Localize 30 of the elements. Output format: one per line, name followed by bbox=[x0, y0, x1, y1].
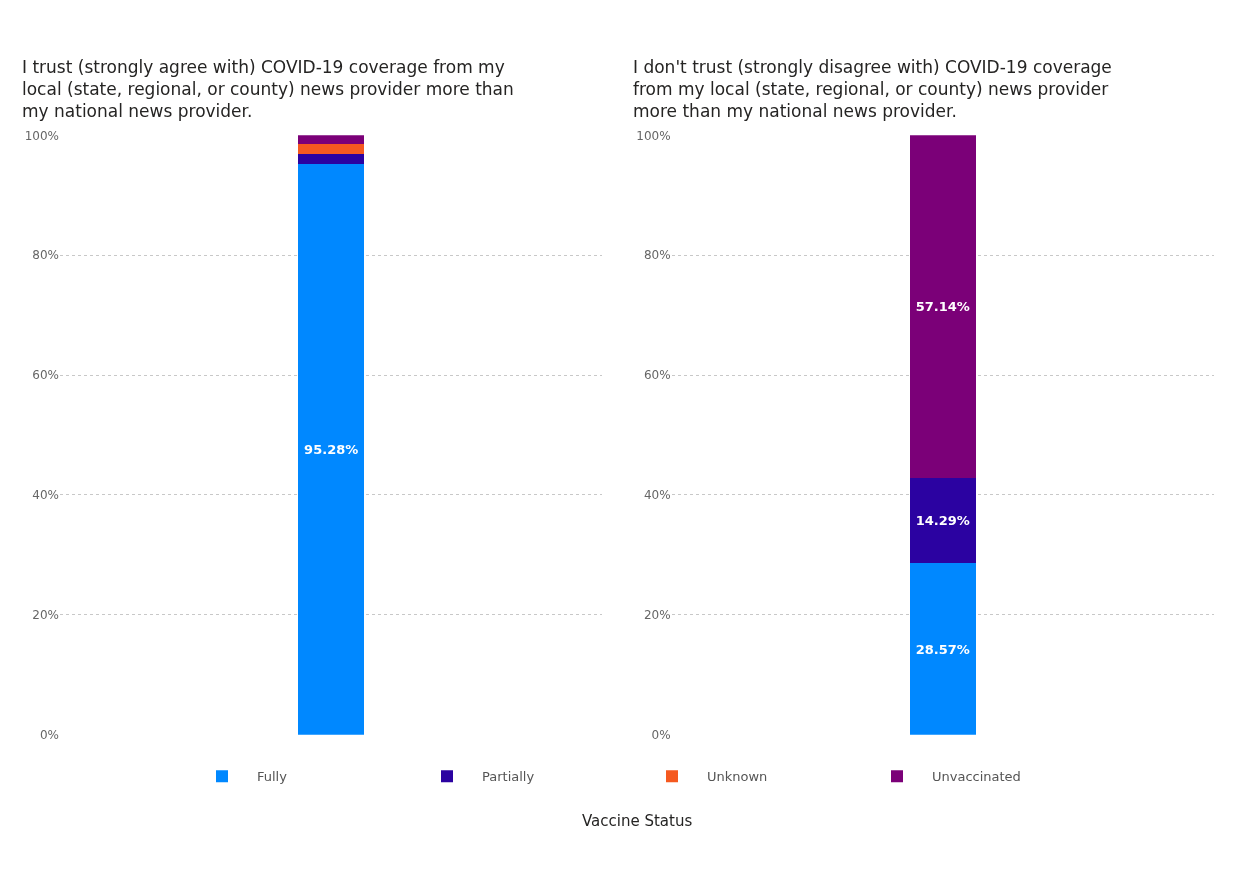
bar bbox=[298, 154, 364, 164]
bar bbox=[910, 135, 976, 478]
bar bbox=[298, 144, 364, 154]
y-tick-label: 60% bbox=[643, 368, 671, 383]
legend-label: Fully bbox=[257, 769, 288, 785]
legend-label: Partially bbox=[482, 769, 535, 785]
y-tick-label: 100% bbox=[636, 128, 671, 143]
y-tick-label: 0% bbox=[39, 727, 59, 742]
bar bbox=[910, 563, 976, 735]
chart-title: I don't trust (strongly disagree with) COVID-19 coverage from my local (state, regional, or county) news provider more than my national news provider. bbox=[633, 57, 1112, 122]
data-label: 14.29% bbox=[915, 513, 970, 529]
legend-label: Unvaccinated bbox=[932, 769, 1021, 785]
y-tick-label: 40% bbox=[32, 488, 59, 503]
y-tick-label: 60% bbox=[32, 368, 59, 383]
data-label: 28.57% bbox=[915, 641, 970, 657]
y-tick-label: 80% bbox=[643, 248, 671, 263]
chart-title: I trust (strongly agree with) COVID-19 coverage from my local (state, regional, or county) news provider more than my national news provider. bbox=[22, 57, 514, 122]
bar bbox=[298, 163, 364, 735]
y-tick-label: 20% bbox=[32, 608, 59, 623]
data-label: 95.28% bbox=[304, 441, 359, 457]
legend-label: Unknown bbox=[707, 769, 768, 785]
bar bbox=[298, 135, 364, 145]
y-tick-label: 0% bbox=[651, 727, 671, 742]
y-tick-label: 40% bbox=[643, 488, 671, 503]
y-tick-label: 100% bbox=[24, 128, 59, 143]
data-label: 57.14% bbox=[915, 299, 970, 315]
y-tick-label: 20% bbox=[643, 608, 671, 623]
bar bbox=[910, 477, 976, 564]
y-tick-label: 80% bbox=[32, 248, 59, 263]
legend-title: Vaccine Status bbox=[582, 812, 693, 830]
